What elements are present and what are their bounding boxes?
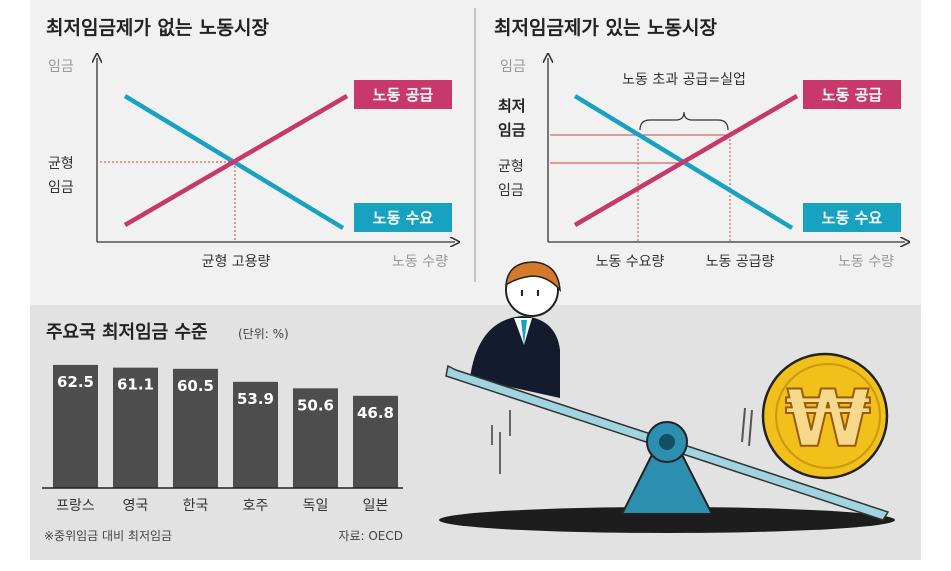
demand-label-box xyxy=(803,203,901,232)
excess-supply-label: 노동 초과 공급=실업 xyxy=(622,72,746,88)
minimum-wage-label-1: 최저 xyxy=(498,97,526,115)
bar-영국 xyxy=(113,367,158,488)
equilibrium-wage-label-2: 임금 xyxy=(48,180,74,196)
motion-mark xyxy=(741,407,746,443)
bar-source: 자료: OECD xyxy=(338,529,403,543)
category-label: 한국 xyxy=(183,498,209,514)
x-axis-label: 노동 수량 xyxy=(392,254,448,270)
bar-호주 xyxy=(233,381,278,488)
bar-chart-unit: (단위: %) xyxy=(238,327,289,341)
y-axis-label: 임금 xyxy=(500,59,526,75)
supply-label-box xyxy=(354,80,452,109)
minimum-wage-label-2: 임금 xyxy=(498,121,526,139)
bar-value-label: 50.6 xyxy=(297,396,334,414)
demand-label: 노동 수요 xyxy=(822,209,883,227)
bar-value-label: 53.9 xyxy=(237,390,274,408)
bar-한국 xyxy=(173,368,218,488)
bar-chart-title: 주요국 최저임금 수준 xyxy=(46,322,208,343)
bar-value-label: 46.8 xyxy=(357,404,394,422)
supply-label: 노동 공급 xyxy=(822,86,883,104)
supply-curve xyxy=(573,94,799,227)
seesaw-icon: ₩ xyxy=(439,261,895,533)
seesaw-pivot-center xyxy=(659,434,675,450)
supply-curve xyxy=(123,94,349,227)
demand-label: 노동 수요 xyxy=(373,209,434,227)
seesaw-fulcrum xyxy=(620,422,714,515)
bar-value-label: 62.5 xyxy=(57,373,94,391)
category-label: 프랑스 xyxy=(56,498,95,514)
bar-footnote: ※중위임금 대비 최저임금 xyxy=(44,529,172,543)
person-hair xyxy=(505,261,561,293)
category-label: 독일 xyxy=(303,498,329,514)
ground-shadow xyxy=(439,507,895,533)
motion-mark xyxy=(748,409,753,447)
bar-프랑스 xyxy=(53,364,98,488)
diagram-with-minimum-wage: 최저임금제가 있는 노동시장 임금 노동 수량 노동 공급 노동 수요 노동 초… xyxy=(494,17,905,270)
equilibrium-quantity-label: 균형 고용량 xyxy=(202,254,271,270)
person-tie xyxy=(521,320,527,345)
labor-demanded-label: 노동 수요량 xyxy=(596,254,665,270)
category-label: 일본 xyxy=(363,498,389,514)
diagram-no-minimum-wage: 최저임금제가 없는 노동시장 임금 노동 수량 노동 공급 노동 수요 균형 임… xyxy=(46,17,455,270)
bar-일본 xyxy=(353,395,398,488)
category-label: 영국 xyxy=(123,498,149,514)
labor-supplied-label: 노동 공급량 xyxy=(706,254,775,270)
supply-label: 노동 공급 xyxy=(373,86,434,104)
category-label: 호주 xyxy=(243,498,269,514)
equilibrium-wage-label-1: 균형 xyxy=(498,159,524,175)
diagram-title: 최저임금제가 있는 노동시장 xyxy=(494,17,718,39)
diagram-title: 최저임금제가 없는 노동시장 xyxy=(46,17,270,39)
bar-value-label: 61.1 xyxy=(117,376,154,394)
equilibrium-wage-label-2: 임금 xyxy=(498,183,524,199)
bar-series: 62.5 61.1 60.5 53.9 50.6 46.8 xyxy=(53,364,398,488)
coin-rim xyxy=(775,363,881,469)
person-suit xyxy=(470,316,560,398)
equilibrium-wage-label-1: 균형 xyxy=(48,156,74,172)
demand-label-box xyxy=(354,203,452,232)
minimum-wage-bar-chart: 주요국 최저임금 수준 (단위: %) 62.5 61.1 60.5 53.9 50.6… xyxy=(42,322,403,543)
bar-독일 xyxy=(293,388,338,488)
bar-value-label: 60.5 xyxy=(177,377,214,395)
person-icon xyxy=(470,261,561,398)
supply-label-box xyxy=(803,80,901,109)
coin-symbol: ₩ xyxy=(785,375,871,465)
won-coin-icon: ₩ xyxy=(761,352,889,480)
category-labels: 프랑스 영국 한국 호주 독일 일본 xyxy=(56,498,388,514)
excess-supply-brace xyxy=(639,111,729,131)
x-axis-label: 노동 수량 xyxy=(838,254,894,270)
y-axis-label: 임금 xyxy=(48,59,74,75)
coin-body xyxy=(761,352,889,480)
